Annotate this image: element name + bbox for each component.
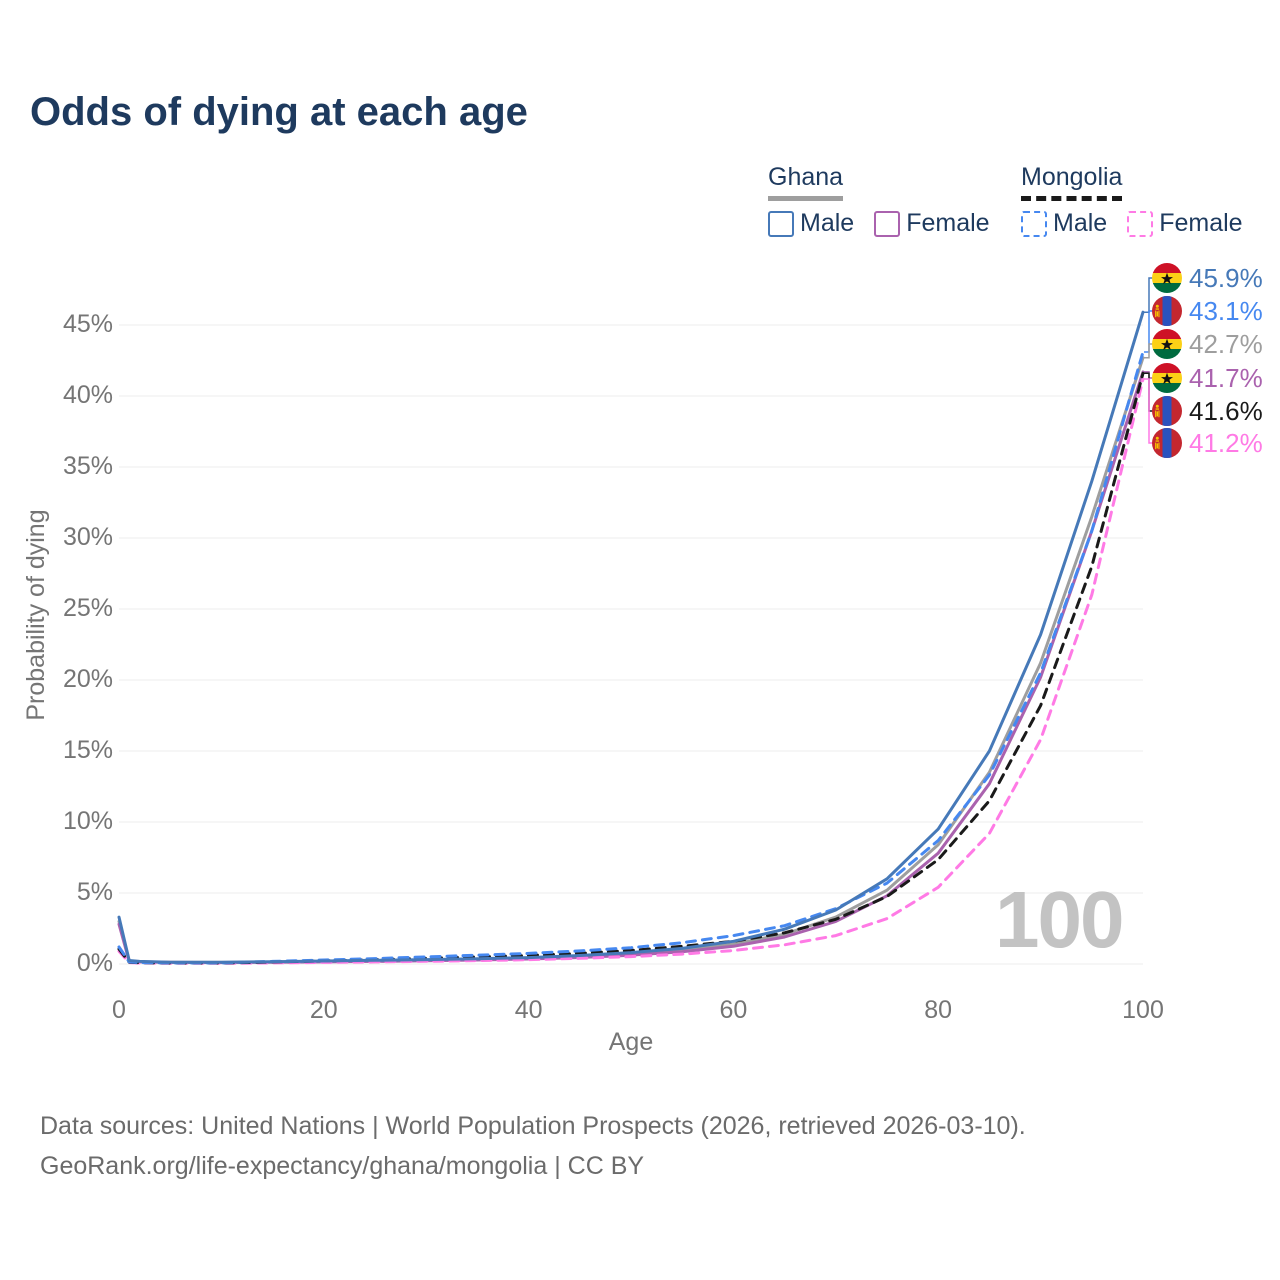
end-label-value: 41.7% [1189,362,1263,393]
series-line-mongolia-both-sexes-[interactable] [117,371,1145,965]
mongolia-female-swatch-icon [1127,210,1154,237]
age-counter-watermark: 100 [995,875,1124,964]
y-tick-label: 15% [62,736,113,764]
end-label-ghana-male: 45.9% [1152,262,1263,294]
footer-link: GeoRank.org/life-expectancy/ghana/mongol… [40,1152,645,1180]
y-tick-label: 40% [62,381,113,409]
ghana-flag-icon [1152,363,1182,393]
footer-sources: Data sources: United Nations | World Pop… [40,1112,1026,1140]
legend-item-mongolia-male[interactable]: Male [1021,209,1107,238]
x-tick-label: 80 [924,996,953,1024]
x-tick-label: 0 [112,996,126,1024]
end-label-mongolia-both-sexes-: 41.6% [1152,395,1263,427]
x-tick-label: 60 [719,996,748,1024]
legend-item-label: Male [1053,209,1108,237]
y-tick-label: 5% [76,878,113,906]
mongolia-flag-icon [1152,296,1182,326]
leader-line [1144,343,1153,359]
legend-item-mongolia-female[interactable]: Female [1127,209,1243,238]
legend-group-ghana: Ghana Male Female [768,163,1010,238]
mongolia-male-swatch-icon [1021,210,1047,237]
legend-item-ghana-female[interactable]: Female [874,209,990,238]
end-label-value: 41.2% [1189,427,1263,458]
y-tick-label: 10% [62,807,113,835]
leader-line [1144,310,1153,353]
leader-line [1144,277,1153,313]
y-axis-title: Probability of dying [22,509,50,721]
legend-item-label: Male [800,209,855,237]
end-label-value: 43.1% [1189,295,1263,326]
y-tick-label: 45% [62,310,113,338]
x-tick-label: 20 [309,996,338,1024]
y-tick-label: 0% [76,949,113,977]
legend-header-ghana: Ghana [768,163,844,201]
footer: Data sources: United Nations | World Pop… [40,1106,1026,1186]
y-tick-label: 20% [62,665,113,693]
end-label-value: 41.6% [1189,395,1263,426]
series-line-ghana-both-sexes-[interactable] [117,356,1145,964]
series-line-mongolia-male[interactable] [117,350,1145,965]
legend-group-mongolia: Mongolia Male Female [1021,163,1263,238]
end-label-ghana-both-sexes-: 42.7% [1152,328,1263,360]
end-label-value: 45.9% [1189,262,1263,293]
ghana-male-swatch-icon [768,210,794,237]
ghana-female-swatch-icon [874,210,901,237]
x-axis-title: Age [608,1028,654,1056]
legend-item-label: Female [1159,209,1243,237]
legend-header-mongolia: Mongolia [1021,163,1123,201]
legend-item-label: Female [906,209,990,237]
series-line-ghana-female[interactable] [117,370,1145,965]
page-title: Odds of dying at each age [30,90,528,134]
x-tick-label: 40 [514,996,543,1024]
series-line-ghana-male[interactable] [117,310,1145,964]
mongolia-flag-icon [1152,396,1182,426]
y-tick-label: 25% [62,594,113,622]
end-label-ghana-female: 41.7% [1152,362,1263,394]
y-tick-label: 30% [62,523,113,551]
end-label-mongolia-female: 41.2% [1152,427,1263,459]
ghana-flag-icon [1152,263,1182,293]
ghana-flag-icon [1152,329,1182,359]
end-label-value: 42.7% [1189,328,1263,359]
x-tick-label: 100 [1122,996,1164,1024]
y-tick-label: 35% [62,452,113,480]
legend-item-ghana-male[interactable]: Male [768,209,854,238]
leader-line [1144,378,1153,444]
mongolia-flag-icon [1152,428,1182,458]
end-label-mongolia-male: 43.1% [1152,295,1263,327]
